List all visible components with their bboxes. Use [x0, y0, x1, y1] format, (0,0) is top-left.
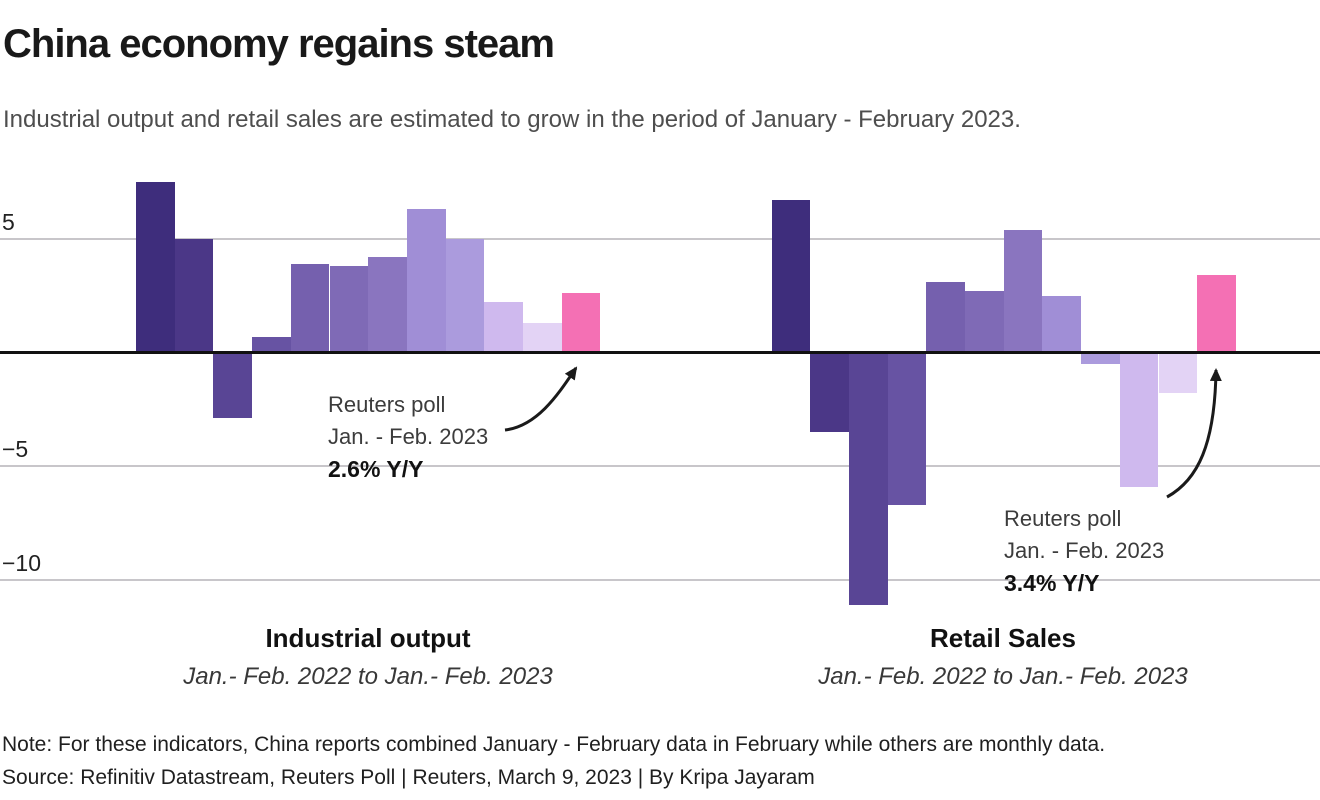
annotation-line: Reuters poll	[328, 392, 446, 417]
bar	[1003, 229, 1043, 353]
bar	[887, 352, 927, 505]
gridline	[0, 237, 1320, 240]
y-axis-tick-label: −10	[2, 550, 42, 576]
bar	[329, 266, 369, 353]
caption-retail: Retail Sales Jan.- Feb. 2022 to Jan.- Fe…	[818, 622, 1188, 692]
page-subtitle: Industrial output and retail sales are e…	[3, 106, 1021, 133]
bar	[290, 263, 330, 353]
source-text: Source: Refinitiv Datastream, Reuters Po…	[2, 766, 815, 789]
bar	[1081, 352, 1120, 364]
bar	[523, 322, 562, 353]
annotation-line: Jan. - Feb. 2023	[328, 424, 489, 449]
bar	[252, 336, 291, 353]
bar	[848, 352, 888, 606]
bar	[213, 352, 253, 419]
caption-industrial: Industrial output Jan.- Feb. 2022 to Jan…	[183, 622, 553, 692]
gridline	[0, 465, 1320, 468]
bar	[1119, 352, 1159, 487]
bar	[174, 238, 214, 353]
bar	[1158, 352, 1198, 394]
bar	[445, 238, 485, 353]
bar	[1197, 275, 1236, 353]
bar	[406, 209, 446, 353]
note-text: Note: For these indicators, China report…	[2, 733, 1106, 756]
poll-value-retail: 3.4% Y/Y	[1004, 570, 1100, 596]
bar	[561, 293, 601, 353]
poll-value-industrial: 2.6% Y/Y	[328, 456, 424, 482]
zero-line	[0, 351, 1320, 354]
page-title: China economy regains steam	[3, 22, 555, 66]
gridline	[0, 579, 1320, 581]
poll-arrow-industrial	[504, 366, 578, 432]
bar	[1042, 295, 1082, 353]
bar	[368, 256, 407, 353]
annotation-retail: Reuters poll Jan. - Feb. 2023 3.4% Y/Y	[1004, 503, 1164, 599]
bar	[771, 200, 811, 353]
bar	[136, 181, 175, 353]
chart-subtitle-retail: Jan.- Feb. 2022 to Jan.- Feb. 2023	[818, 662, 1188, 690]
bar	[965, 291, 1004, 353]
chart-title-industrial: Industrial output	[265, 623, 471, 653]
annotation-industrial: Reuters poll Jan. - Feb. 2023 2.6% Y/Y	[328, 389, 488, 485]
annotation-line: Jan. - Feb. 2023	[1004, 538, 1165, 563]
annotation-line: Reuters poll	[1004, 506, 1122, 531]
bar	[484, 302, 523, 353]
chart-subtitle-industrial: Jan.- Feb. 2022 to Jan.- Feb. 2023	[183, 662, 553, 690]
y-axis-tick-label: −5	[2, 436, 29, 463]
chart-title-retail: Retail Sales	[930, 623, 1076, 653]
bar	[926, 281, 965, 353]
y-axis-tick-label: 5	[2, 208, 15, 235]
bar	[810, 352, 849, 433]
